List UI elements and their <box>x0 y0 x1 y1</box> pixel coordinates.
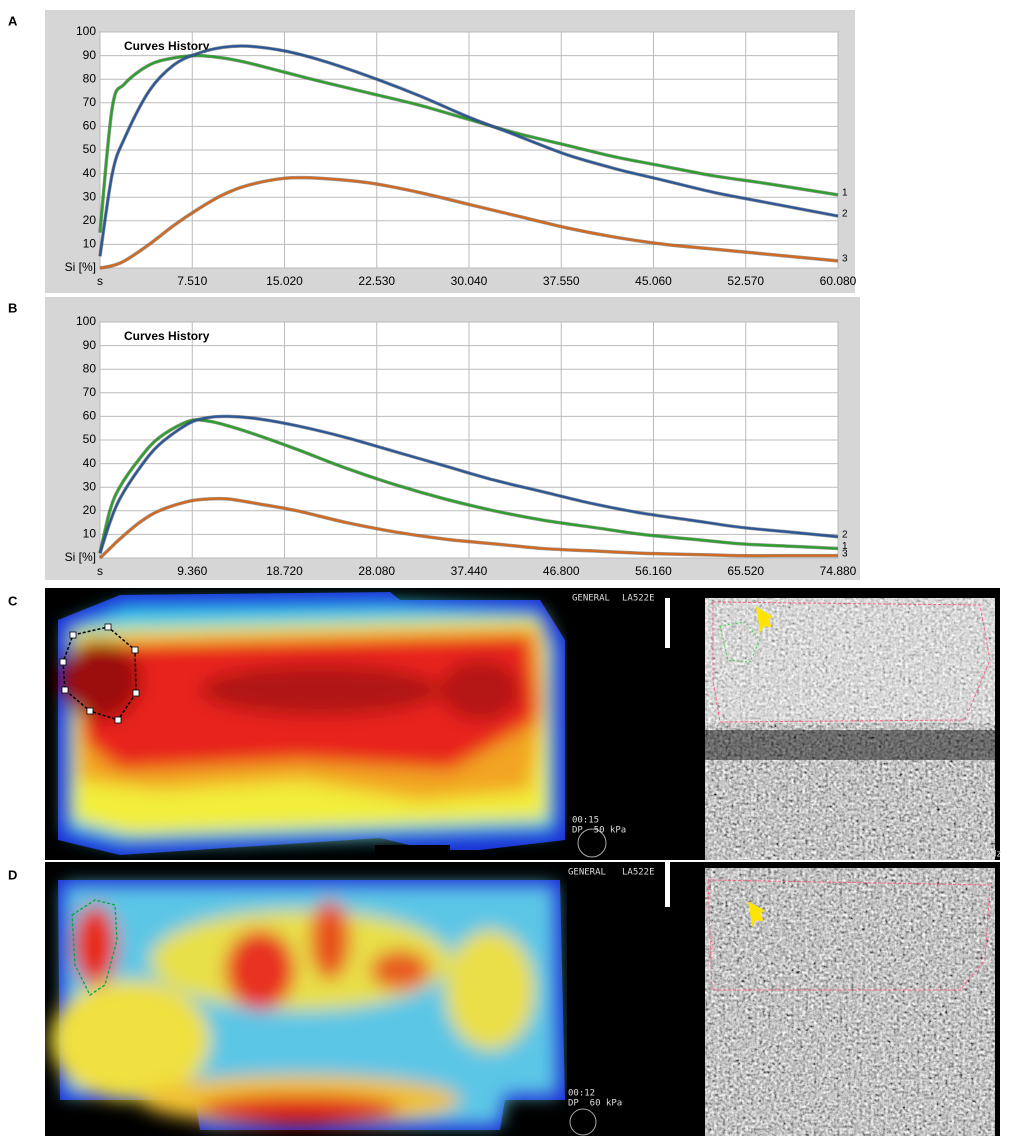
y-tick-label: 20 <box>83 213 97 227</box>
chart-title: Curves History <box>124 329 210 343</box>
curve-label: 2 <box>842 529 848 540</box>
x-tick-label: 18.720 <box>266 564 303 578</box>
y-tick-label: Si [%] <box>65 550 96 564</box>
chart: Si [%] 10 20 30 40 50 60 70 80 90 100 s 7.510 15.020 2… <box>45 10 857 293</box>
chart: Si [%] 10 20 30 40 50 60 70 80 90 100 s 9.360 18.720 2… <box>45 297 860 580</box>
panel-d <box>45 862 1000 1136</box>
heatmap <box>58 592 565 860</box>
x-tick-label: 15.020 <box>266 274 303 288</box>
x-tick-label: s <box>97 564 103 578</box>
x-tick-label: 52.570 <box>727 274 764 288</box>
y-tick-label: 40 <box>83 166 97 180</box>
time-label: 00:15 <box>572 816 599 826</box>
panel-label: B <box>8 300 17 315</box>
curve-label: 2 <box>842 209 848 220</box>
roi-outline <box>712 601 991 723</box>
x-tick-label: 37.550 <box>543 274 580 288</box>
x-tick-label: 37.440 <box>451 564 488 578</box>
curve <box>98 418 839 554</box>
y-tick-label: 60 <box>83 119 97 133</box>
preset-label: GENERAL <box>572 594 610 604</box>
heatmap <box>50 880 565 1130</box>
ultrasound-image <box>705 868 995 1136</box>
roi-outline <box>707 879 991 991</box>
curve-label: 1 <box>842 187 848 198</box>
x-tick-label: 46.800 <box>543 564 580 578</box>
panel-label: C <box>8 593 18 608</box>
curve <box>98 415 839 554</box>
x-tick-label: 74.880 <box>820 564 857 578</box>
curve <box>99 176 839 270</box>
chart-title: Curves History <box>124 39 210 53</box>
y-tick-label: 10 <box>83 527 97 541</box>
ultrasound-dark-band <box>705 730 995 760</box>
y-tick-label: 30 <box>83 479 97 493</box>
y-tick-label: 60 <box>83 409 97 423</box>
curve-label: 3 <box>842 548 848 559</box>
x-tick-label: s <box>97 274 103 288</box>
y-tick-label: 70 <box>83 385 97 399</box>
y-tick-label: 80 <box>83 361 97 375</box>
x-tick-label: 30.040 <box>451 274 488 288</box>
preset-label: GENERAL <box>568 868 606 878</box>
y-tick-label: 40 <box>83 456 97 470</box>
x-tick-label: 45.060 <box>635 274 672 288</box>
y-tick-label: 70 <box>83 95 97 109</box>
curve <box>99 497 838 559</box>
x-tick-label: 7.510 <box>177 274 207 288</box>
y-tick-label: 100 <box>76 24 96 38</box>
probe-icon <box>577 828 607 858</box>
panel-label: D <box>8 867 17 882</box>
y-tick-label: 10 <box>83 237 97 251</box>
probe-icon <box>569 1108 597 1136</box>
y-tick-label: 80 <box>83 71 97 85</box>
y-tick-label: Si [%] <box>65 260 96 274</box>
probe-label: LA522E <box>622 868 655 878</box>
time-label: 00:12 <box>568 1089 595 1099</box>
panel-label: A <box>8 13 18 28</box>
y-tick-label: 50 <box>83 432 97 446</box>
pressure-label: DP 50 kPa <box>572 826 626 836</box>
gray-scale-bar <box>665 598 670 648</box>
curve-label: 1 <box>842 541 848 552</box>
panel-c <box>45 588 1000 860</box>
x-tick-label: 28.080 <box>358 564 395 578</box>
y-tick-label: 30 <box>83 189 97 203</box>
curve <box>98 44 839 257</box>
curve-label: 3 <box>842 254 848 265</box>
gray-scale-bar <box>665 862 670 907</box>
arrow <box>755 606 773 634</box>
roi-small <box>719 621 761 663</box>
y-tick-label: 20 <box>83 503 97 517</box>
x-tick-label: 60.080 <box>820 274 857 288</box>
x-tick-label: 65.520 <box>727 564 764 578</box>
ultrasound-image <box>705 598 995 860</box>
ultrasound-bright <box>705 598 995 723</box>
x-tick-label: 9.360 <box>177 564 207 578</box>
arrow <box>748 901 765 928</box>
y-tick-label: 90 <box>83 48 97 62</box>
x-tick-label: 56.160 <box>635 564 672 578</box>
x-tick-label: 22.530 <box>358 274 395 288</box>
y-tick-label: 50 <box>83 142 97 156</box>
probe-label: LA522E <box>622 594 655 604</box>
y-tick-label: 90 <box>83 338 97 352</box>
pressure-label: DP 60 kPa <box>568 1099 622 1109</box>
curve <box>98 54 839 233</box>
frequency-label: 12Hz <box>980 850 1002 860</box>
y-tick-label: 100 <box>76 314 96 328</box>
